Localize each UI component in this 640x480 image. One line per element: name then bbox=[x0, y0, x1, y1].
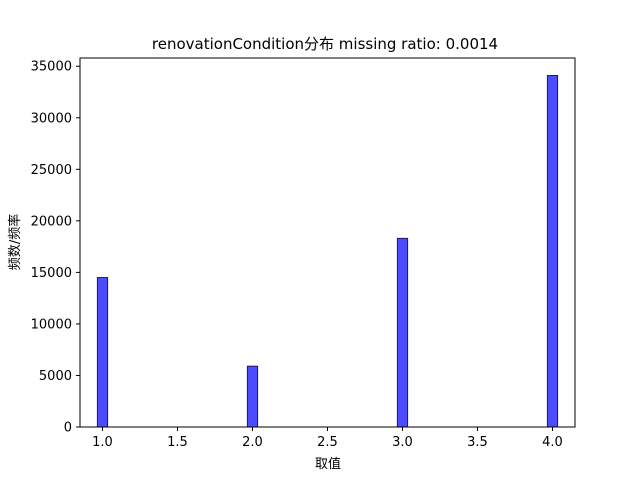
x-tick-label: 4.0 bbox=[542, 435, 563, 450]
x-tick-label: 1.5 bbox=[167, 435, 188, 450]
y-tick-label: 35000 bbox=[31, 60, 72, 75]
y-axis-label: 频数/频率 bbox=[7, 214, 23, 270]
histogram-bar bbox=[96, 277, 109, 428]
y-tick-label: 10000 bbox=[31, 317, 72, 332]
y-tick-label: 5000 bbox=[39, 369, 72, 384]
histogram-bar bbox=[246, 365, 259, 428]
x-tick-label: 3.5 bbox=[467, 435, 488, 450]
histogram-bar bbox=[396, 237, 409, 428]
plot-area: 1.0 1.5 2.0 2.5 3.0 3.5 4.0 0 5000 10000 15000 2000… bbox=[31, 57, 576, 450]
x-axis-label: 取值 bbox=[315, 456, 341, 472]
y-tick-label: 20000 bbox=[31, 214, 72, 229]
y-tick-label: 15000 bbox=[31, 266, 72, 281]
y-tick-label: 0 bbox=[64, 421, 72, 436]
x-tick-label: 2.0 bbox=[242, 435, 263, 450]
x-tick-label: 1.0 bbox=[92, 435, 113, 450]
axes-frame bbox=[79, 57, 576, 428]
y-tick-label: 25000 bbox=[31, 163, 72, 178]
x-tick-label: 3.0 bbox=[392, 435, 413, 450]
y-tick-label: 30000 bbox=[31, 111, 72, 126]
chart-title: renovationCondition分布 missing ratio: 0.0… bbox=[152, 35, 498, 53]
x-tick-label: 2.5 bbox=[317, 435, 338, 450]
histogram-bar bbox=[546, 75, 559, 428]
